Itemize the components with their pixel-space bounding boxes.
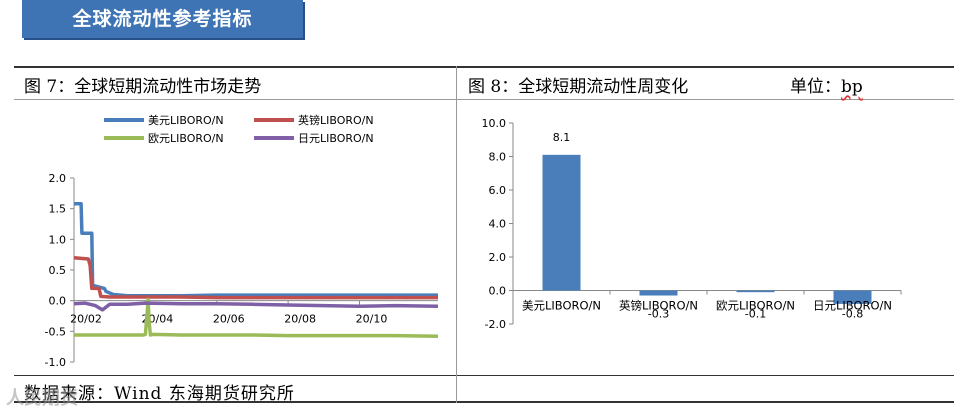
unit-prefix: 单位： [790, 77, 841, 97]
section-banner: 全球流动性参考指标 [22, 0, 303, 38]
series-line-3 [73, 301, 439, 312]
y-tick-label: -0.5 [45, 325, 66, 338]
title-divider [14, 99, 954, 100]
series-line-0 [74, 202, 438, 298]
y-tick-label: 1.0 [49, 233, 67, 246]
y-tick-label: 10.0 [482, 117, 507, 130]
x-tick-label: 20/10 [356, 313, 388, 326]
y-tick-label: -1.0 [45, 356, 66, 369]
x-tick-label: 20/08 [284, 313, 316, 326]
watermark: 人民期货 [6, 388, 78, 409]
category-label-2: 欧元LIBORO/N [716, 299, 795, 313]
right-figure-title: 图 8：全球短期流动性周变化 [468, 77, 689, 97]
y-tick-label: 0.0 [49, 295, 67, 308]
y-tick-label: 1.5 [49, 203, 67, 216]
y-tick-label: 4.0 [489, 218, 507, 231]
bar-2 [736, 290, 775, 293]
x-tick-label: 20/06 [213, 313, 245, 326]
y-tick-label: 6.0 [489, 184, 507, 197]
bar-0 [542, 154, 581, 291]
y-tick-label: 0.0 [489, 285, 507, 298]
legend-label-0: 美元LIBORO/N [148, 114, 224, 127]
bar-1 [639, 290, 678, 296]
y-tick-label: 8.0 [489, 151, 507, 164]
section-title: 全球流动性参考指标 [72, 8, 253, 30]
series-line-2 [74, 297, 439, 338]
legend-label-2: 欧元LIBORO/N [148, 132, 224, 145]
legend-label-1: 英镑LIBORO/N [298, 113, 374, 127]
unit-value: bp [841, 77, 863, 97]
panel-divider [456, 66, 457, 403]
figure-frame [14, 66, 954, 403]
source-divider [14, 375, 954, 376]
y-tick-label: -2.0 [485, 318, 506, 331]
category-label-3: 日元LIBORO/N [813, 299, 892, 313]
x-tick-label: 20/02 [70, 313, 102, 326]
unit-label: 单位：bp [790, 72, 863, 97]
data-label-0: 8.1 [553, 131, 571, 144]
bar-3 [833, 290, 872, 304]
bar-chart: 10.0 8.0 6.0 4.0 2.0 0.0 -2.0 8.1 美元LIBORO/N -0.3… [482, 117, 902, 331]
data-label-1: -0.3 [648, 308, 669, 321]
series-line-1 [73, 255, 438, 300]
category-label-1: 英镑LIBORO/N [619, 299, 698, 313]
category-label-0: 美元LIBORO/N [522, 299, 601, 313]
data-label-2: -0.1 [745, 308, 766, 321]
data-label-3: -0.8 [842, 308, 863, 321]
legend-label-3: 日元LIBORO/N [298, 132, 374, 145]
line-chart: 2.01.51.00.50.0-0.5-1.020/02 20/04 20/06 20… [45, 113, 439, 369]
source-note: 数据来源：Wind 东海期货研究所 [24, 384, 295, 404]
y-tick-label: 2.0 [49, 172, 67, 185]
y-tick-label: 0.5 [49, 264, 67, 277]
y-tick-label: 2.0 [489, 251, 507, 264]
left-figure-title: 图 7：全球短期流动性市场走势 [24, 77, 262, 97]
